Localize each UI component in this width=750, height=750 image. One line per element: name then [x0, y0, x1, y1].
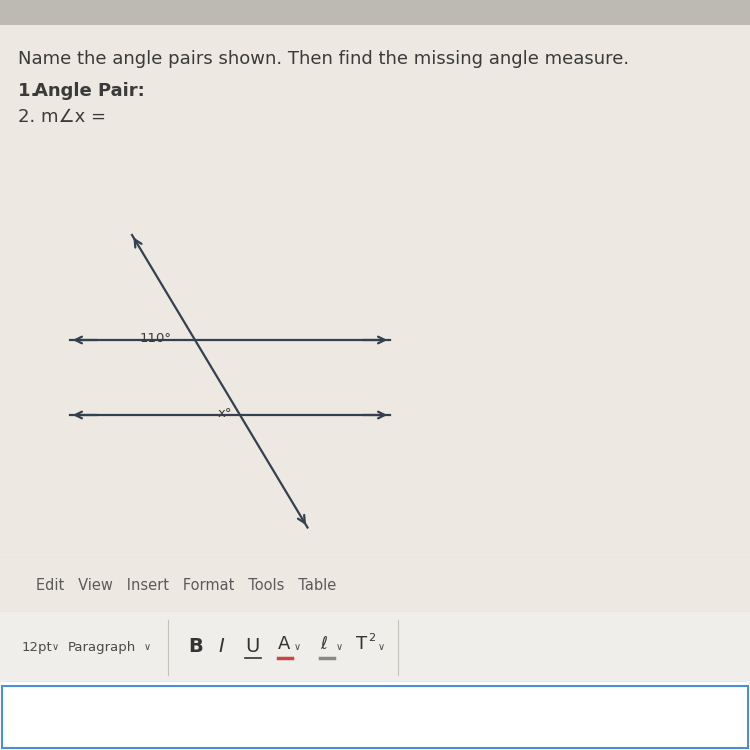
Text: ∨: ∨ [144, 642, 151, 652]
Text: 1.: 1. [18, 82, 44, 100]
Text: ∨: ∨ [52, 642, 59, 652]
Text: Edit   View   Insert   Format   Tools   Table: Edit View Insert Format Tools Table [36, 578, 336, 592]
Bar [0, 558, 750, 612]
Text: ∨: ∨ [378, 642, 386, 652]
Text: B: B [188, 638, 202, 656]
Text: x°: x° [218, 407, 232, 420]
Text: Name the angle pairs shown. Then find the missing angle measure.: Name the angle pairs shown. Then find th… [18, 50, 629, 68]
Text: Angle Pair:: Angle Pair: [34, 82, 145, 100]
Bar [0, 682, 750, 750]
Bar [0, 0, 750, 25]
Text: Paragraph: Paragraph [68, 640, 136, 653]
Text: U: U [245, 638, 260, 656]
Text: ∨: ∨ [294, 642, 301, 652]
Text: ∨: ∨ [336, 642, 343, 652]
Text: ℓ: ℓ [320, 635, 327, 653]
Text: 110°: 110° [140, 332, 172, 345]
Bar [0, 612, 750, 682]
Text: 2. m∠x =: 2. m∠x = [18, 108, 106, 126]
Text: 2: 2 [368, 633, 375, 643]
Text: T: T [356, 635, 368, 653]
Text: I: I [218, 638, 223, 656]
Bar [2, 686, 748, 748]
Text: 12pt: 12pt [22, 640, 53, 653]
Text: A: A [278, 635, 290, 653]
